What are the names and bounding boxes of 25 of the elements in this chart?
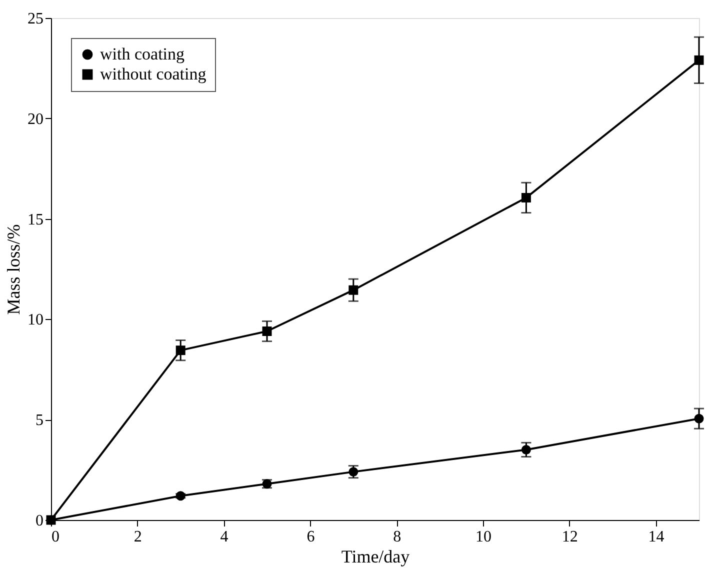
point <box>694 414 704 424</box>
y-tick-label: 15 <box>28 211 44 228</box>
y-tick-label: 25 <box>28 10 44 28</box>
point <box>521 444 531 454</box>
point <box>521 192 531 202</box>
x-tick-label: 6 <box>306 528 315 546</box>
x-axis-title: Time/day <box>341 546 410 566</box>
point <box>694 55 704 65</box>
x-tick-label: 0 <box>52 528 60 546</box>
y-tick-label: 5 <box>36 412 44 430</box>
point <box>176 346 186 356</box>
legend-label: without coating <box>100 64 207 84</box>
y-tick-label: 20 <box>28 110 44 128</box>
point <box>348 285 358 295</box>
y-axis-title: Mass loss/% <box>4 224 24 315</box>
x-tick-label: 4 <box>220 528 228 546</box>
point <box>262 326 272 336</box>
y-tick-label: 10 <box>28 312 44 329</box>
x-tick-label: 8 <box>393 528 402 546</box>
x-tick-label: 2 <box>134 528 142 546</box>
x-tick-label: 12 <box>562 528 578 546</box>
legend-label: with coating <box>100 44 186 64</box>
x-tick-label: 14 <box>648 528 664 546</box>
x-tick-label: 10 <box>476 528 492 546</box>
y-tick-label: 0 <box>36 512 44 530</box>
